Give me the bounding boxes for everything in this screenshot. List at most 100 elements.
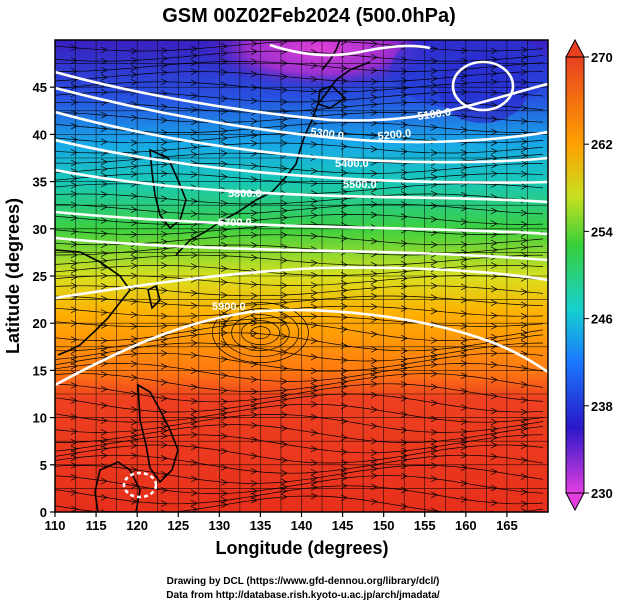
flow-arrow bbox=[100, 344, 108, 352]
flow-arrow bbox=[220, 127, 228, 135]
flow-arrow bbox=[250, 330, 258, 337]
flow-arrow bbox=[520, 312, 528, 320]
flow-arrow bbox=[310, 204, 318, 212]
flow-arrow bbox=[460, 88, 468, 96]
flow-arrow bbox=[430, 415, 438, 423]
flow-arrow bbox=[70, 214, 78, 222]
flow-arrow bbox=[460, 428, 468, 436]
flow-arrow bbox=[280, 469, 288, 477]
flow-arrow bbox=[490, 453, 498, 460]
flow-arrow bbox=[430, 337, 438, 344]
x-tick-label: 145 bbox=[332, 518, 354, 533]
flow-arrow bbox=[190, 383, 198, 391]
flow-arrow bbox=[310, 337, 318, 345]
flow-arrow bbox=[490, 161, 498, 169]
flow-arrow bbox=[400, 121, 408, 129]
flow-arrow bbox=[70, 83, 78, 91]
flow-arrow bbox=[520, 340, 528, 347]
flow-arrow bbox=[160, 238, 168, 246]
flow-arrow bbox=[460, 296, 468, 304]
flow-arrow bbox=[250, 480, 258, 487]
flow-arrow bbox=[220, 226, 228, 233]
flow-arrow bbox=[520, 138, 528, 145]
flow-arrow bbox=[160, 500, 168, 507]
flow-arrow bbox=[130, 192, 138, 200]
flow-arrow bbox=[430, 258, 438, 266]
flow-arrow bbox=[430, 82, 438, 89]
flow-arrow bbox=[460, 126, 468, 134]
contour-5900 bbox=[55, 308, 548, 387]
contour-5100 bbox=[55, 70, 548, 122]
flow-arrow bbox=[490, 468, 498, 476]
y-tick-label: 30 bbox=[33, 222, 47, 237]
flow-arrow bbox=[160, 273, 168, 281]
flow-arrow bbox=[100, 250, 108, 257]
flow-arrow bbox=[70, 362, 78, 370]
flow-arrow bbox=[280, 86, 288, 94]
flow-arrow bbox=[220, 501, 228, 509]
flow-arrow bbox=[70, 182, 78, 189]
flow-arrow bbox=[370, 472, 378, 480]
flow-arrow bbox=[490, 361, 498, 369]
flow-arrow bbox=[220, 68, 228, 76]
flow-arrow bbox=[310, 445, 318, 453]
flow-arrow bbox=[310, 313, 318, 320]
flow-arrow bbox=[400, 91, 408, 99]
flow-arrow bbox=[220, 372, 228, 379]
flow-arrow bbox=[430, 475, 438, 483]
flow-arrow bbox=[130, 311, 138, 319]
flow-arrow bbox=[220, 432, 228, 440]
flow-arrow bbox=[160, 129, 168, 136]
flow-arrow bbox=[100, 494, 108, 501]
x-axis: 110 115 120 125 130 135 140 145 150 155 160 165 bbox=[45, 512, 518, 533]
flow-arrow bbox=[430, 294, 438, 302]
flow-arrow bbox=[460, 443, 468, 451]
borneo-coastline bbox=[94, 461, 141, 512]
flow-arrow bbox=[400, 169, 408, 176]
x-tick-label: 125 bbox=[167, 518, 189, 533]
y-tick-label: 35 bbox=[33, 175, 47, 190]
flow-arrow bbox=[490, 312, 498, 319]
y-tick-label: 45 bbox=[33, 80, 47, 95]
flow-arrow bbox=[100, 217, 108, 224]
flow-arrow bbox=[250, 388, 258, 395]
flow-arrow bbox=[340, 459, 348, 466]
flow-arrow bbox=[370, 54, 378, 61]
flow-arrow bbox=[250, 48, 258, 55]
flow-arrow bbox=[400, 275, 408, 282]
flow-arrow bbox=[370, 270, 378, 278]
colorbar-tick-label: 230 bbox=[591, 486, 613, 501]
flow-arrow bbox=[370, 132, 378, 139]
colorbar-min-arrow bbox=[565, 492, 585, 512]
flow-arrow bbox=[100, 158, 108, 166]
flow-arrow bbox=[460, 479, 468, 487]
flow-arrow bbox=[250, 319, 258, 327]
flow-arrow bbox=[430, 307, 438, 315]
flow-arrow bbox=[190, 45, 198, 53]
flow-arrow bbox=[520, 244, 528, 251]
flow-arrow bbox=[160, 170, 168, 177]
contour-5300 bbox=[55, 110, 548, 164]
flow-arrow bbox=[520, 381, 528, 388]
flow-arrow bbox=[250, 209, 258, 217]
flow-arrow bbox=[310, 106, 318, 113]
flow-arrow bbox=[460, 496, 468, 503]
x-tick-label: 130 bbox=[208, 518, 230, 533]
flow-arrow bbox=[490, 207, 498, 215]
flow-arrow bbox=[280, 411, 288, 418]
y-tick-label: 25 bbox=[33, 269, 47, 284]
flow-arrow bbox=[310, 180, 318, 187]
flow-arrow bbox=[400, 213, 408, 220]
flow-arrow bbox=[490, 441, 498, 449]
flow-arrow bbox=[460, 263, 468, 270]
flow-arrow bbox=[220, 210, 228, 218]
flow-arrow bbox=[160, 395, 168, 402]
flow-arrow bbox=[280, 73, 288, 80]
flow-arrow bbox=[400, 394, 408, 402]
flow-arrow bbox=[430, 447, 438, 455]
flow-arrow bbox=[160, 335, 168, 343]
flow-arrow bbox=[340, 271, 348, 279]
flow-arrow bbox=[100, 295, 108, 303]
flow-arrow bbox=[130, 57, 138, 64]
flow-arrow bbox=[130, 406, 138, 413]
